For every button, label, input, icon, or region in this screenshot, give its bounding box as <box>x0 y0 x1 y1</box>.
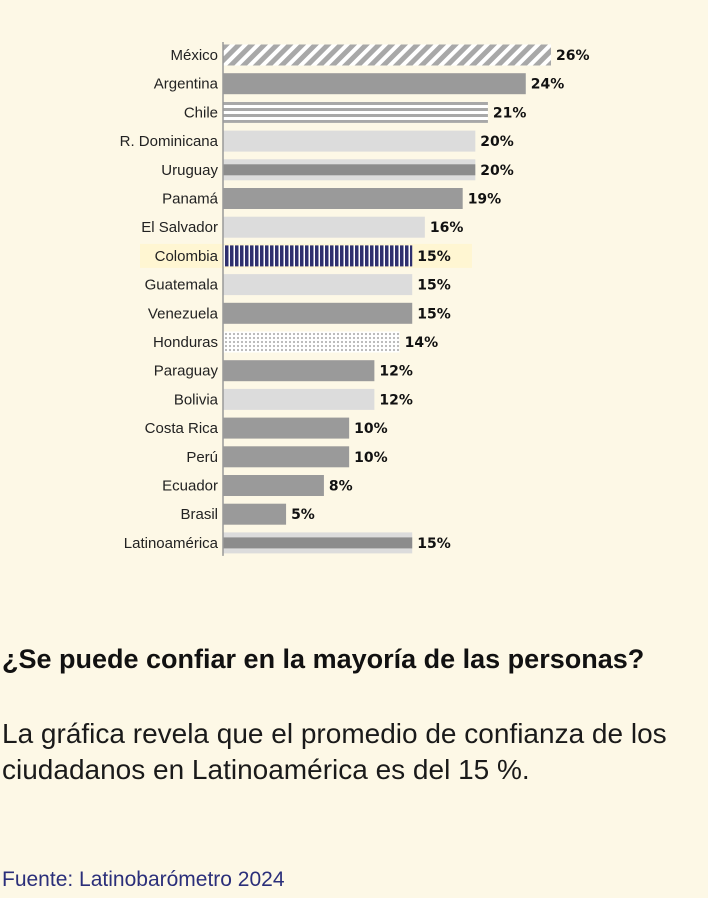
category-label-r-dominicana: R. Dominicana <box>120 133 219 150</box>
category-label-colombia: Colombia <box>155 248 219 265</box>
source-credit: Fuente: Latinobarómetro 2024 <box>2 868 285 891</box>
bar-bolivia <box>223 388 375 410</box>
category-label-paraguay: Paraguay <box>154 363 219 380</box>
value-label-panama: 19% <box>468 192 502 208</box>
category-label-argentina: Argentina <box>154 76 219 93</box>
bar-peru <box>223 446 350 468</box>
bar-colombia <box>223 245 413 267</box>
category-label-honduras: Honduras <box>153 334 218 351</box>
bar-ecuador <box>223 475 324 496</box>
category-label-el-salvador: El Salvador <box>141 219 218 236</box>
bar-venezuela <box>223 302 413 324</box>
bar-honduras <box>223 331 400 353</box>
bar-mexico <box>223 44 551 66</box>
category-label-bolivia: Bolivia <box>174 391 219 408</box>
chart-heading: ¿Se puede confiar en la mayoría de las p… <box>2 644 645 674</box>
category-label-venezuela: Venezuela <box>148 305 219 322</box>
bar-paraguay <box>223 360 375 382</box>
value-label-brasil: 5% <box>291 507 315 523</box>
category-label-latinoamerica: Latinoamérica <box>124 535 219 552</box>
bar-brasil <box>223 503 287 525</box>
category-label-uruguay: Uruguay <box>161 162 218 179</box>
value-label-mexico: 26% <box>556 48 590 64</box>
value-label-chile: 21% <box>493 105 527 121</box>
category-label-chile: Chile <box>184 104 218 121</box>
category-label-costa-rica: Costa Rica <box>145 420 219 437</box>
value-label-argentina: 24% <box>531 77 565 93</box>
value-label-latinoamerica: 15% <box>417 536 451 552</box>
value-label-uruguay: 20% <box>480 163 514 179</box>
value-label-el-salvador: 16% <box>430 220 464 236</box>
value-label-r-dominicana: 20% <box>480 134 514 150</box>
category-label-peru: Perú <box>186 449 218 466</box>
category-label-mexico: México <box>170 47 218 64</box>
category-label-brasil: Brasil <box>180 506 218 523</box>
value-label-venezuela: 15% <box>417 306 451 322</box>
bar-panama <box>223 188 463 209</box>
category-label-guatemala: Guatemala <box>145 277 219 294</box>
bar-chart: México 26% Argentina 24% Chile 21% R. Dominica… <box>120 42 590 556</box>
bar-chile <box>223 101 488 123</box>
bar-r-dominicana <box>223 130 476 152</box>
chart-rows: México 26% Argentina 24% Chile 21% R. Dominica… <box>120 44 590 554</box>
value-label-paraguay: 12% <box>379 364 413 380</box>
value-label-bolivia: 12% <box>379 392 413 408</box>
bar-argentina <box>223 73 526 95</box>
value-label-colombia: 15% <box>417 249 451 265</box>
value-label-costa-rica: 10% <box>354 421 388 437</box>
value-label-guatemala: 15% <box>417 278 451 294</box>
bar-uruguay <box>223 164 476 176</box>
bar-el-salvador <box>223 216 425 238</box>
category-label-panama: Panamá <box>162 191 219 208</box>
bar-costa-rica <box>223 417 350 439</box>
value-label-honduras: 14% <box>405 335 439 351</box>
bar-latinoamerica <box>223 537 413 549</box>
value-label-peru: 10% <box>354 450 388 466</box>
value-label-ecuador: 8% <box>329 479 353 495</box>
bar-guatemala <box>223 274 413 296</box>
category-label-ecuador: Ecuador <box>162 478 218 495</box>
chart-subtitle: La gráfica revela que el promedio de con… <box>2 718 667 785</box>
